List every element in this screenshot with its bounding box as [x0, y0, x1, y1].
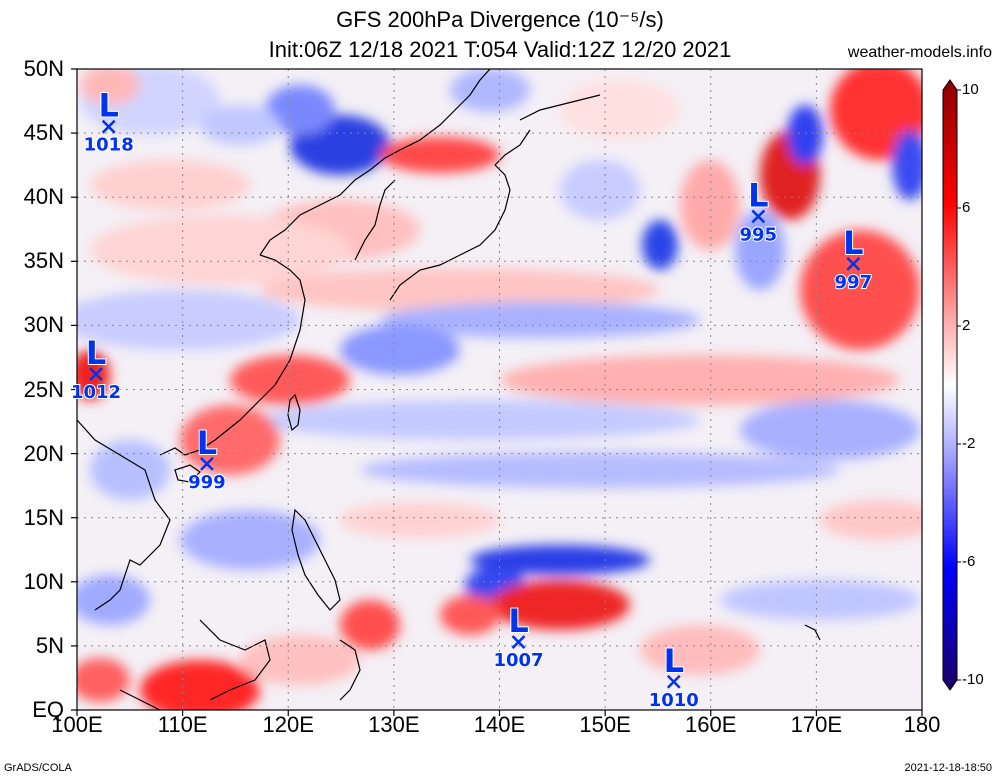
low-letter: L — [508, 602, 528, 640]
lon-tick-label: 150E — [579, 712, 631, 737]
russia-coast — [399, 69, 491, 151]
malaya-coast — [119, 689, 161, 710]
korea-china-coast — [259, 149, 401, 256]
low-center-x — [511, 635, 526, 649]
low-center-x — [101, 119, 116, 134]
lat-tick-label: 30N — [23, 312, 64, 338]
lon-tick-label: 110E — [157, 712, 208, 737]
low-pressure-value: 1010 — [649, 690, 699, 711]
lon-tick-label: 170E — [790, 712, 843, 737]
low-center-x — [846, 256, 861, 271]
japan-honshu — [389, 164, 511, 301]
low-marker: L 1018 — [83, 86, 135, 157]
kuril-coast — [519, 94, 601, 121]
low-pressure-markers: L 1018 L 995 L 997 L 1012 L 999 L 1007 L 1010 — [70, 86, 874, 712]
lat-tick-label: 15N — [23, 504, 64, 530]
low-center-x — [200, 456, 214, 471]
low-center-x — [666, 674, 681, 689]
lat-tick-label: 35N — [23, 248, 64, 274]
lat-tick-label: EQ — [32, 697, 64, 722]
grid-lines — [77, 69, 922, 710]
low-center-x — [751, 209, 766, 224]
colorbar-label: 6 — [962, 199, 971, 216]
divergence-field — [77, 69, 922, 710]
low-marker: L 1012 — [70, 333, 122, 404]
lat-tick-label: 50N — [23, 56, 64, 81]
low-pressure-value: 995 — [739, 224, 777, 245]
chart-subtitle: Init:06Z 12/18 2021 T:054 Valid:12Z 12/2… — [268, 37, 732, 62]
colorbar-label: -6 — [962, 553, 976, 570]
low-letter: L — [843, 224, 863, 262]
lon-tick-label: 100E — [51, 712, 103, 737]
lon-tick-label: 140E — [473, 712, 526, 737]
low-letter: L — [664, 642, 684, 680]
philippines — [291, 508, 341, 611]
sulawesi-coast — [339, 639, 361, 701]
low-letter: L — [86, 334, 106, 372]
footer-left: GrADS/COLA — [4, 762, 72, 774]
colorbar-label: -10 — [962, 671, 984, 688]
low-marker: L 997 — [834, 223, 874, 294]
low-pressure-value: 1018 — [84, 135, 134, 156]
colorbar-label: -2 — [962, 435, 976, 452]
lon-tick-label: 120E — [262, 712, 314, 737]
colorbar-label: 2 — [962, 317, 971, 334]
low-marker: L 999 — [187, 423, 227, 494]
lat-tick-label: 25N — [23, 376, 64, 402]
site-label: weather-models.info — [847, 44, 992, 61]
low-marker: L 995 — [738, 175, 778, 246]
korea-coast — [354, 179, 396, 261]
lat-tick-label: 20N — [23, 440, 64, 466]
lon-tick-label: 130E — [368, 712, 420, 737]
low-letter: L — [748, 176, 768, 214]
coastlines — [77, 69, 821, 710]
hainan — [174, 464, 201, 483]
taiwan — [287, 393, 301, 432]
islands-east — [804, 624, 821, 641]
lat-tick-label: 10N — [23, 568, 64, 594]
borneo-coast — [199, 619, 271, 701]
low-letter: L — [98, 87, 118, 125]
lat-tick-label: 45N — [23, 120, 64, 146]
lon-tick-label: 180 — [903, 712, 941, 737]
footer-right: 2021-12-18-18:50 — [904, 762, 992, 774]
axis-ticks — [71, 68, 923, 716]
low-marker: L 1010 — [648, 641, 700, 712]
low-pressure-value: 1012 — [71, 382, 121, 403]
low-pressure-value: 1007 — [493, 650, 543, 671]
low-pressure-value: 997 — [835, 272, 873, 293]
colorbar-label: 10 — [962, 81, 979, 98]
indochina-coast — [77, 419, 171, 611]
lat-tick-label: 5N — [35, 632, 64, 658]
low-letter: L — [197, 424, 217, 462]
lat-tick-label: 40N — [23, 184, 64, 210]
lon-tick-label: 160E — [685, 712, 737, 737]
low-pressure-value: 999 — [188, 472, 226, 493]
chart-title: GFS 200hPa Divergence (10⁻⁵/s) — [336, 7, 664, 32]
colorbar-bar — [942, 79, 958, 691]
colorbar — [942, 79, 961, 691]
low-center-x — [89, 367, 103, 381]
low-marker: L 1007 — [492, 601, 544, 672]
